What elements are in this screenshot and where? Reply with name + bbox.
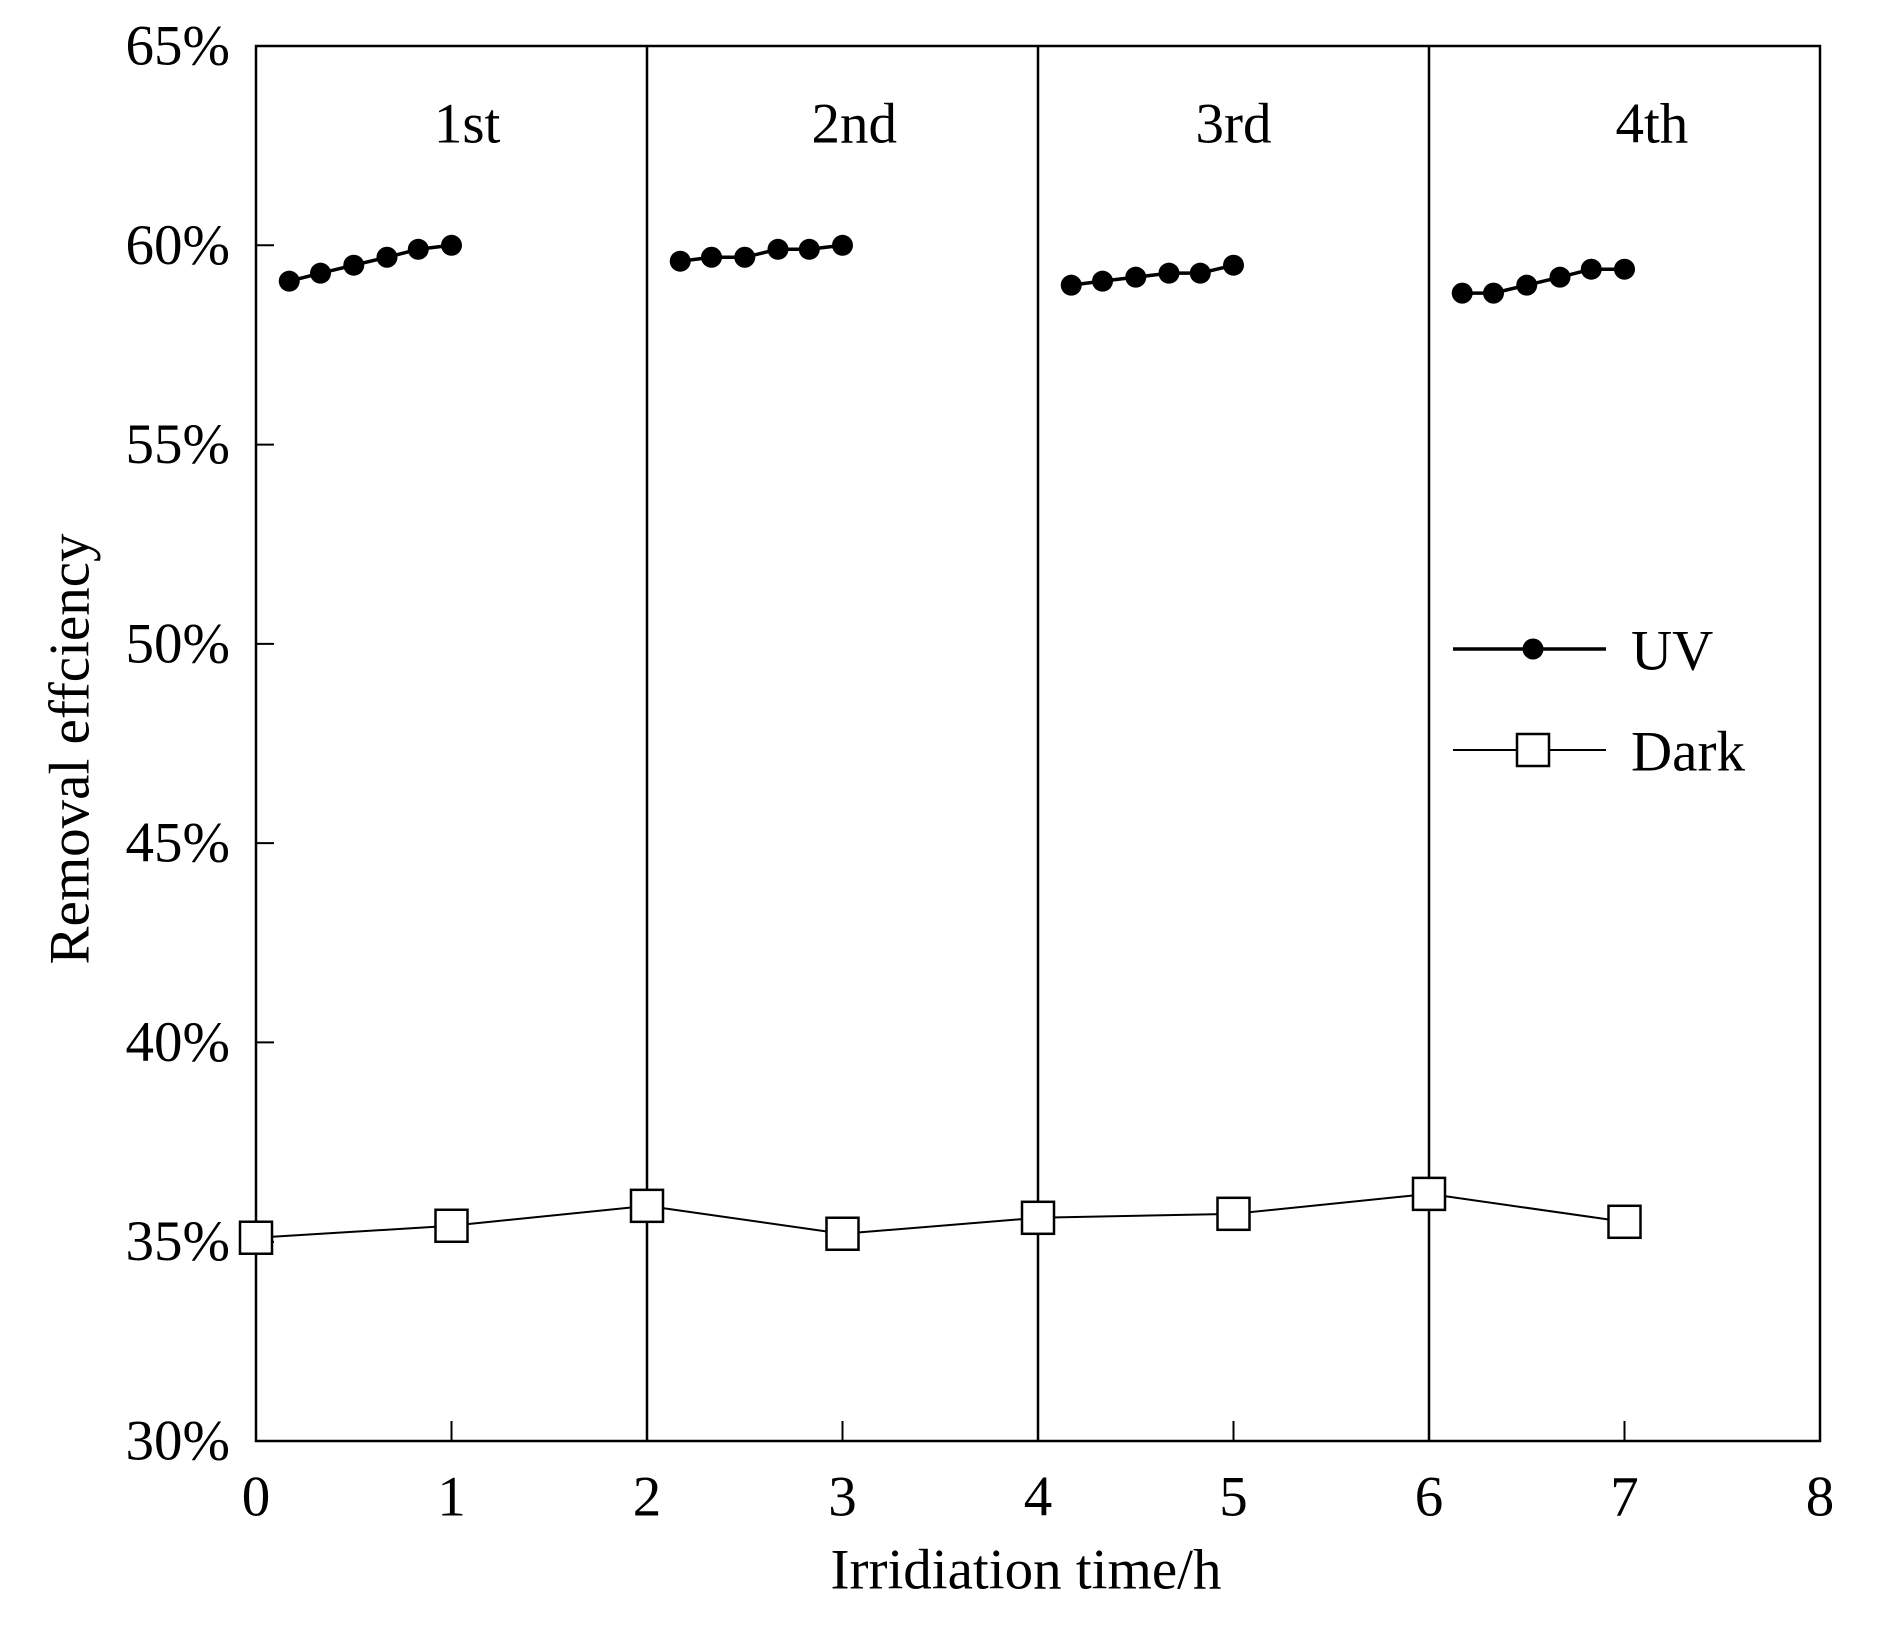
- cycle-label: 3rd: [1196, 93, 1272, 156]
- legend-dark-label: Dark: [1631, 721, 1745, 784]
- x-tick-label: 8: [1806, 1466, 1835, 1529]
- uv-point: [1483, 282, 1505, 304]
- legend-entry-uv: UV: [1453, 620, 1713, 683]
- y-tick-label: 45%: [126, 812, 230, 875]
- uv-point: [1158, 262, 1180, 284]
- dark-line-segment: [255, 1192, 1625, 1239]
- uv-point: [798, 238, 820, 260]
- y-tick-label: 50%: [126, 612, 230, 675]
- x-tick-label: 4: [1024, 1466, 1053, 1529]
- cycle-label: 1st: [434, 93, 501, 156]
- uv-point: [1189, 262, 1211, 284]
- dark-point: [434, 1208, 469, 1244]
- uv-point: [1223, 254, 1244, 276]
- x-tick-label: 6: [1415, 1466, 1444, 1529]
- uv-point: [1092, 270, 1114, 292]
- x-tick-label: 3: [828, 1466, 857, 1529]
- dark-point: [238, 1220, 274, 1255]
- uv-point: [1451, 282, 1473, 304]
- dark-point: [629, 1188, 665, 1224]
- x-axis-title: Irridiation time/h: [831, 1539, 1222, 1602]
- uv-point: [1060, 274, 1082, 296]
- x-tick-label: 1: [437, 1466, 466, 1529]
- dark-point: [1216, 1196, 1251, 1232]
- dark-point: [1020, 1200, 1056, 1236]
- x-tick-label: 7: [1610, 1466, 1639, 1529]
- x-tick-label: 5: [1219, 1466, 1248, 1529]
- x-tick-label: 0: [242, 1466, 271, 1529]
- uv-point: [407, 238, 429, 260]
- uv-point: [701, 246, 723, 268]
- dark-point: [1607, 1204, 1642, 1240]
- y-axis-title: Removal effciency: [39, 533, 102, 965]
- y-tick-label: 55%: [126, 413, 230, 476]
- legend: UV Dark: [1453, 620, 1745, 784]
- y-tick-label: 65%: [126, 15, 230, 78]
- legend-uv-marker: [1522, 638, 1544, 660]
- cycle-label: 4th: [1615, 93, 1688, 156]
- dark-point: [1411, 1176, 1447, 1212]
- uv-point: [767, 238, 789, 260]
- uv-point: [1125, 266, 1147, 288]
- uv-point: [441, 234, 462, 256]
- uv-point: [669, 250, 691, 272]
- y-tick-label: 35%: [126, 1210, 230, 1273]
- uv-point: [278, 270, 300, 292]
- legend-dark-marker: [1515, 732, 1551, 768]
- uv-point: [310, 262, 332, 284]
- dark-point: [825, 1216, 860, 1251]
- uv-point: [1614, 258, 1635, 280]
- x-tick-label: 2: [633, 1466, 662, 1529]
- legend-uv-label: UV: [1631, 620, 1713, 683]
- uv-point: [832, 234, 853, 256]
- uv-point: [343, 254, 365, 276]
- cycle-label: 2nd: [811, 93, 897, 156]
- uv-point: [376, 246, 398, 268]
- uv-point: [1580, 258, 1602, 280]
- uv-point: [1516, 274, 1538, 296]
- uv-point: [1549, 266, 1571, 288]
- y-tick-label: 60%: [126, 214, 230, 277]
- plot-layer: 30% 35% 40% 45% 50% 55% 60% 65% 0 1 2 3 4 5 6 7 8 1st 2nd 3…: [126, 15, 1835, 1529]
- uv-point: [734, 246, 756, 268]
- y-tick-label: 30%: [126, 1410, 230, 1473]
- y-tick-label: 40%: [126, 1011, 230, 1074]
- legend-entry-dark: Dark: [1453, 721, 1745, 784]
